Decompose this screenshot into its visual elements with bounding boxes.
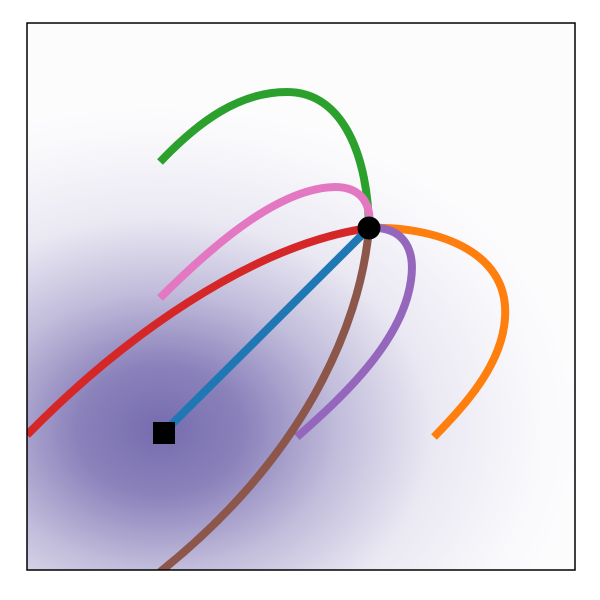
path-green xyxy=(157,88,373,229)
plot-frame xyxy=(26,22,576,571)
start-circle-marker xyxy=(357,216,381,240)
path-orange xyxy=(368,223,510,440)
paths-group xyxy=(27,88,510,570)
path-pink xyxy=(157,183,374,301)
target-square-marker xyxy=(153,422,175,444)
path-brown xyxy=(157,227,373,570)
path-purple xyxy=(294,223,416,441)
path-blue xyxy=(161,225,372,435)
path-red xyxy=(27,224,370,438)
